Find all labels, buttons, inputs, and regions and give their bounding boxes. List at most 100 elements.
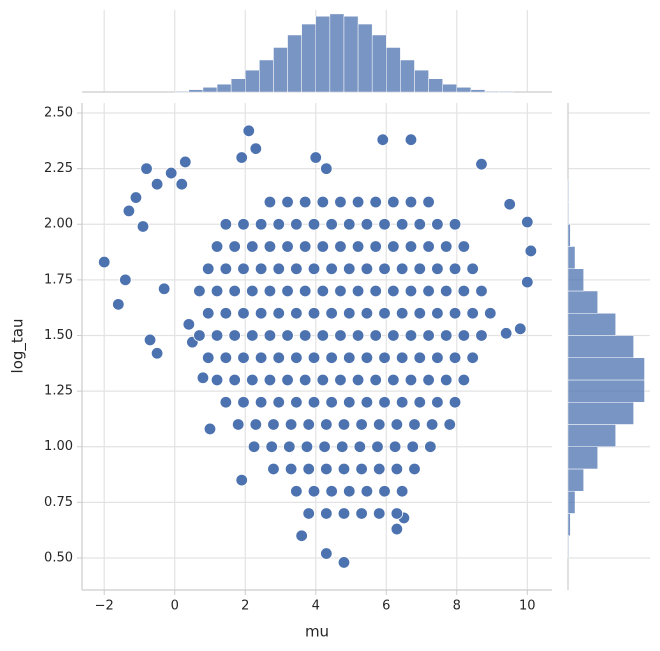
point (448, 218, 462, 231)
histogram-bar (567, 446, 598, 470)
point (360, 396, 374, 409)
point (431, 218, 444, 231)
point (431, 262, 444, 275)
point (360, 351, 374, 364)
point (193, 329, 206, 342)
histogram-bar (567, 179, 570, 203)
point (351, 284, 365, 298)
histogram-bar (567, 201, 570, 225)
point (254, 351, 268, 364)
histogram-bar (567, 535, 570, 559)
point (440, 240, 453, 253)
point (202, 351, 215, 364)
point (283, 440, 296, 453)
histogram-bar (259, 59, 274, 93)
point (249, 418, 263, 431)
x-tick-label: 0 (171, 599, 179, 614)
point (203, 422, 217, 436)
point (413, 307, 426, 320)
point (448, 262, 462, 275)
histogram-bar (371, 34, 387, 93)
point (475, 284, 488, 298)
histogram-bar (386, 47, 401, 93)
point (387, 329, 400, 342)
point (448, 396, 462, 409)
point (307, 307, 321, 320)
point (298, 284, 312, 298)
y-tick-label: 0.50 (44, 550, 73, 565)
point (355, 462, 368, 476)
point (281, 284, 294, 298)
point (235, 151, 248, 164)
x-tick-label: 10 (519, 599, 536, 614)
point (316, 329, 330, 342)
histogram-bar (414, 69, 429, 93)
point (320, 418, 333, 431)
point (284, 462, 298, 476)
point (290, 307, 303, 320)
y-tick-label: 2.25 (44, 161, 73, 176)
point (290, 485, 303, 498)
point (295, 529, 308, 542)
point (302, 507, 315, 520)
point (325, 351, 338, 364)
point (228, 284, 241, 298)
point (369, 240, 382, 253)
histogram-bar (329, 13, 345, 93)
point (373, 462, 386, 476)
point (390, 418, 404, 431)
point (228, 240, 241, 253)
point (390, 462, 404, 476)
point (376, 133, 389, 146)
point (343, 485, 356, 498)
histogram-bar (567, 335, 634, 358)
point (360, 307, 374, 320)
histogram-bar (315, 15, 331, 93)
point (406, 440, 419, 453)
point (440, 329, 453, 342)
point (325, 396, 338, 409)
point (237, 262, 250, 275)
point (440, 284, 453, 298)
point (242, 124, 255, 138)
point (404, 329, 418, 342)
point (193, 284, 206, 298)
point (298, 240, 312, 253)
point (353, 440, 367, 453)
point (307, 485, 321, 498)
point (343, 218, 356, 231)
point (267, 418, 280, 431)
point (272, 262, 285, 275)
point (210, 329, 224, 342)
point (196, 371, 210, 384)
point (165, 166, 178, 180)
point (422, 329, 435, 342)
histogram-bar (567, 290, 598, 314)
point (408, 462, 421, 476)
histogram-bar (567, 401, 634, 425)
point (443, 418, 456, 431)
point (290, 351, 303, 364)
point (119, 273, 132, 287)
point (219, 351, 233, 364)
point (263, 195, 277, 209)
histogram-bar (230, 78, 246, 93)
point (431, 351, 444, 364)
point (325, 262, 338, 275)
point (404, 195, 418, 209)
histogram-bar (567, 379, 645, 403)
point (387, 284, 400, 298)
point (378, 396, 391, 409)
point (272, 396, 285, 409)
histogram-bar (343, 15, 359, 93)
point (448, 307, 462, 320)
point (373, 507, 386, 520)
histogram-bar (567, 357, 645, 381)
point (521, 215, 534, 229)
point (337, 418, 351, 431)
x-tick-label: 2 (241, 599, 249, 614)
point (337, 556, 351, 569)
point (182, 318, 196, 331)
point (219, 218, 233, 231)
